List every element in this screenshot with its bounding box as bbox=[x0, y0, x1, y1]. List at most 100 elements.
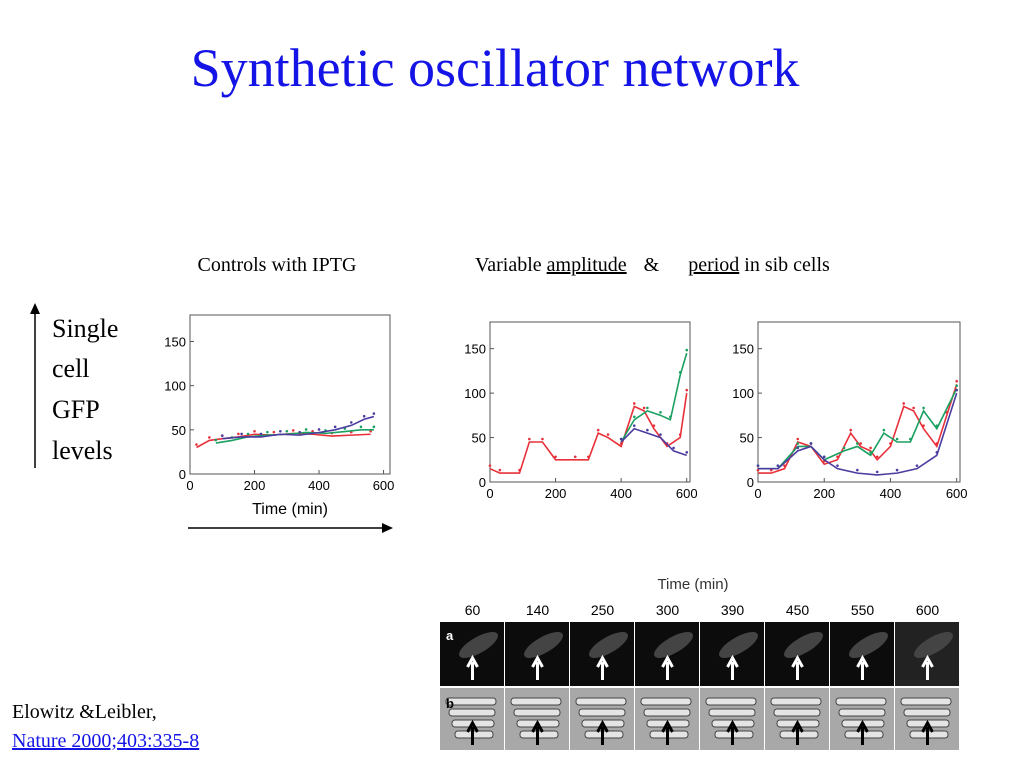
data-point bbox=[859, 442, 862, 445]
cell-glow bbox=[784, 632, 823, 658]
cell-body bbox=[835, 697, 887, 706]
arrow-black bbox=[726, 719, 739, 745]
y-tick-label: 150 bbox=[464, 342, 486, 357]
arrow-black bbox=[596, 719, 609, 745]
data-point bbox=[895, 437, 899, 441]
frame-time: 140 bbox=[526, 602, 550, 618]
y-tick-label: 0 bbox=[179, 467, 186, 482]
data-point bbox=[955, 379, 958, 383]
data-point bbox=[922, 406, 925, 410]
data-point bbox=[796, 446, 800, 450]
cell-glow bbox=[589, 632, 628, 658]
arrow-white bbox=[921, 654, 934, 680]
data-point bbox=[822, 455, 826, 459]
data-point bbox=[606, 433, 610, 436]
plot-frame bbox=[189, 314, 391, 475]
cell-body bbox=[773, 708, 821, 717]
data-point bbox=[869, 451, 872, 454]
cell-body bbox=[705, 697, 757, 706]
data-point bbox=[632, 415, 636, 419]
data-point bbox=[756, 464, 760, 467]
image-strip: Time (min) 60 140 250 300 390 450 550 600 a b bbox=[440, 576, 959, 750]
series-line bbox=[758, 392, 958, 476]
data-point bbox=[488, 464, 492, 467]
data-point bbox=[902, 402, 906, 405]
data-point bbox=[955, 384, 958, 387]
y-label: Single bbox=[52, 314, 118, 343]
data-point bbox=[349, 421, 353, 424]
data-point bbox=[259, 432, 263, 436]
data-point bbox=[809, 442, 813, 445]
series-line bbox=[758, 383, 958, 474]
data-point bbox=[646, 428, 649, 432]
data-point bbox=[685, 348, 689, 352]
cell-body bbox=[513, 708, 561, 717]
x-tick-label: 400 bbox=[308, 478, 330, 493]
frame-time: 600 bbox=[916, 602, 940, 618]
data-point bbox=[678, 433, 682, 436]
data-point bbox=[362, 414, 366, 418]
data-point bbox=[652, 424, 656, 427]
arrow-white bbox=[466, 654, 479, 680]
data-point bbox=[776, 464, 780, 467]
x-tick-label: 0 bbox=[486, 486, 493, 501]
data-point bbox=[895, 468, 899, 472]
data-point bbox=[253, 429, 256, 433]
x-tick-label: 0 bbox=[186, 478, 193, 493]
cell-glow bbox=[654, 632, 693, 658]
row-label: a bbox=[446, 628, 454, 643]
header-part: Variable bbox=[475, 254, 542, 276]
cell-body bbox=[838, 708, 886, 717]
data-point bbox=[909, 437, 912, 441]
citation-link[interactable]: Nature 2000;403:335-8 bbox=[12, 730, 199, 752]
data-point bbox=[889, 442, 892, 445]
slide-title: Synthetic oscillator network bbox=[191, 38, 800, 98]
plot-frame bbox=[489, 321, 691, 483]
data-point bbox=[528, 437, 531, 441]
series-line bbox=[215, 429, 374, 444]
data-point bbox=[875, 455, 879, 459]
data-point bbox=[642, 406, 646, 410]
frame-time: 60 bbox=[465, 602, 481, 618]
x-tick-label: 400 bbox=[610, 486, 632, 501]
series-line bbox=[222, 415, 375, 440]
arrow-white bbox=[596, 654, 609, 680]
x-tick-label: 400 bbox=[880, 486, 902, 501]
frame-time: 390 bbox=[721, 602, 745, 618]
data-point bbox=[685, 388, 689, 392]
series-line bbox=[620, 427, 687, 457]
data-point bbox=[796, 442, 800, 445]
x-tick-label: 0 bbox=[754, 486, 761, 501]
data-point bbox=[372, 425, 376, 429]
cell-body bbox=[770, 697, 822, 706]
arrow-black bbox=[531, 719, 544, 745]
header-part: & bbox=[644, 254, 660, 276]
citation: Elowitz &Leibler, bbox=[12, 701, 157, 723]
y-tick-label: 50 bbox=[172, 423, 186, 438]
strip-axis-label: Time (min) bbox=[657, 576, 728, 593]
left-header: Controls with IPTG bbox=[198, 254, 357, 276]
header-part: amplitude bbox=[547, 254, 627, 276]
y-label: GFP bbox=[52, 395, 100, 424]
data-point bbox=[240, 432, 243, 436]
cell-body bbox=[578, 708, 626, 717]
data-point bbox=[266, 430, 269, 434]
y-tick-label: 100 bbox=[464, 386, 486, 401]
data-point bbox=[272, 430, 276, 434]
header-part: period bbox=[688, 254, 739, 276]
data-point bbox=[220, 434, 224, 437]
data-point bbox=[646, 406, 649, 410]
y-tick-label: 0 bbox=[747, 475, 754, 490]
x-tick-label: 200 bbox=[244, 478, 266, 493]
data-point bbox=[291, 429, 295, 432]
x-tick-label: 200 bbox=[813, 486, 835, 501]
arrow-black bbox=[466, 719, 479, 745]
data-point bbox=[659, 411, 662, 414]
data-point bbox=[955, 388, 958, 392]
cell-body bbox=[900, 697, 952, 706]
y-label: cell bbox=[52, 354, 90, 383]
cell-body bbox=[575, 697, 627, 706]
data-point bbox=[842, 446, 846, 450]
data-point bbox=[518, 468, 521, 472]
data-point bbox=[573, 455, 577, 459]
